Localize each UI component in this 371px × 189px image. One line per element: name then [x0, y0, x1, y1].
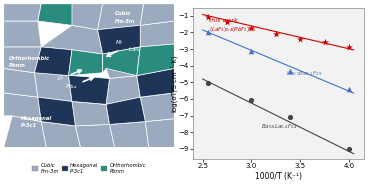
Y-axis label: log(σT/S·cm⁻¹·K): log(σT/S·cm⁻¹·K): [170, 54, 177, 112]
Text: $La_{Pb}$: $La_{Pb}$: [128, 45, 141, 54]
Point: [224, 20, 230, 23]
Text: $Pb_{La}$: $Pb_{La}$: [65, 83, 79, 91]
Polygon shape: [75, 124, 115, 147]
Polygon shape: [109, 122, 149, 147]
Polygon shape: [145, 119, 174, 147]
Point: [346, 147, 352, 150]
Text: $V_F$: $V_F$: [56, 74, 65, 83]
Text: $La_{0.9}Ba_{0.1}F_{2.9}$: $La_{0.9}Ba_{0.1}F_{2.9}$: [286, 70, 323, 78]
Point: [273, 33, 279, 36]
Polygon shape: [137, 44, 174, 76]
Point: [249, 98, 255, 101]
Polygon shape: [140, 93, 174, 122]
Polygon shape: [35, 73, 72, 101]
Polygon shape: [4, 4, 41, 21]
Text: Hexagonal: Hexagonal: [21, 116, 52, 121]
Polygon shape: [98, 4, 144, 30]
Polygon shape: [98, 25, 140, 54]
X-axis label: 1000/T (K⁻¹): 1000/T (K⁻¹): [255, 172, 302, 181]
Point: [288, 116, 293, 119]
Legend: Cubic
Fm-3m, Hexagonal
P-3c1, Orthorhombic
Pbnm: Cubic Fm-3m, Hexagonal P-3c1, Orthorhomb…: [32, 163, 146, 174]
Polygon shape: [106, 76, 140, 104]
Point: [297, 38, 303, 41]
Polygon shape: [35, 47, 72, 76]
Point: [204, 82, 210, 85]
Polygon shape: [41, 25, 103, 54]
Polygon shape: [140, 21, 174, 47]
Polygon shape: [4, 68, 38, 97]
Polygon shape: [41, 122, 81, 147]
Polygon shape: [38, 47, 72, 76]
Text: $Ba_{0.6}La_{0.4}F_{2.4}$: $Ba_{0.6}La_{0.4}F_{2.4}$: [261, 122, 298, 131]
Point: [322, 41, 328, 44]
Point: [288, 69, 293, 72]
Polygon shape: [137, 44, 174, 76]
Polygon shape: [69, 76, 109, 104]
Polygon shape: [4, 93, 41, 122]
Point: [249, 49, 255, 52]
Polygon shape: [69, 76, 109, 104]
Text: $M_F$: $M_F$: [115, 38, 124, 47]
Polygon shape: [69, 50, 103, 76]
Polygon shape: [140, 4, 174, 25]
Polygon shape: [137, 68, 174, 97]
Polygon shape: [38, 4, 72, 25]
Point: [204, 31, 210, 34]
Polygon shape: [38, 97, 75, 126]
Point: [249, 27, 255, 30]
Text: $(LaF_3)_{0.4}(PbF_2)_{0.6}$: $(LaF_3)_{0.4}(PbF_2)_{0.6}$: [210, 25, 257, 34]
Polygon shape: [106, 97, 145, 124]
Text: Cubic: Cubic: [115, 11, 131, 16]
Polygon shape: [137, 68, 174, 97]
Text: Pbnm: Pbnm: [9, 63, 26, 68]
Text: Fm-3m: Fm-3m: [115, 19, 135, 23]
Polygon shape: [38, 4, 103, 30]
Polygon shape: [106, 97, 145, 124]
Text: this work: this work: [210, 18, 238, 23]
Polygon shape: [38, 97, 75, 126]
Point: [346, 45, 352, 48]
Polygon shape: [103, 47, 140, 76]
Polygon shape: [4, 116, 46, 147]
Polygon shape: [103, 47, 140, 78]
Polygon shape: [72, 101, 109, 126]
Polygon shape: [4, 47, 41, 73]
Point: [346, 88, 352, 91]
Polygon shape: [98, 25, 140, 54]
Text: P-3c1: P-3c1: [21, 123, 37, 128]
Polygon shape: [4, 21, 41, 47]
Point: [204, 15, 210, 18]
Text: Orthorhombic: Orthorhombic: [9, 56, 50, 61]
